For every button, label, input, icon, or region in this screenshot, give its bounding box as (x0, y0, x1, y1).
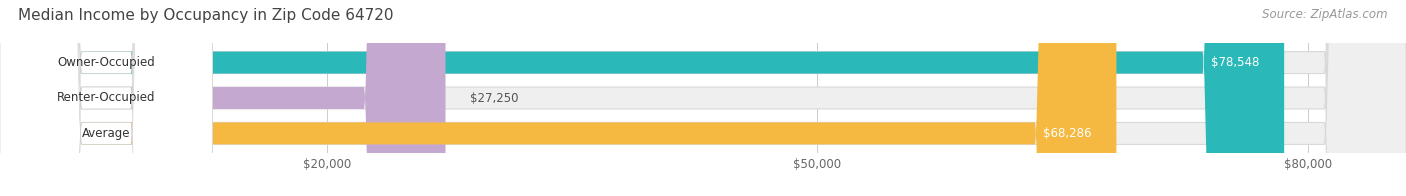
FancyBboxPatch shape (0, 0, 446, 196)
Text: $78,548: $78,548 (1212, 56, 1260, 69)
Text: Renter-Occupied: Renter-Occupied (58, 92, 156, 104)
Text: Owner-Occupied: Owner-Occupied (58, 56, 155, 69)
FancyBboxPatch shape (0, 0, 1284, 196)
FancyBboxPatch shape (0, 0, 212, 196)
FancyBboxPatch shape (0, 0, 1116, 196)
Text: $27,250: $27,250 (470, 92, 519, 104)
FancyBboxPatch shape (0, 0, 212, 196)
Text: $68,286: $68,286 (1043, 127, 1092, 140)
FancyBboxPatch shape (0, 0, 212, 196)
Text: Median Income by Occupancy in Zip Code 64720: Median Income by Occupancy in Zip Code 6… (18, 8, 394, 23)
Text: Source: ZipAtlas.com: Source: ZipAtlas.com (1263, 8, 1388, 21)
Text: Average: Average (82, 127, 131, 140)
